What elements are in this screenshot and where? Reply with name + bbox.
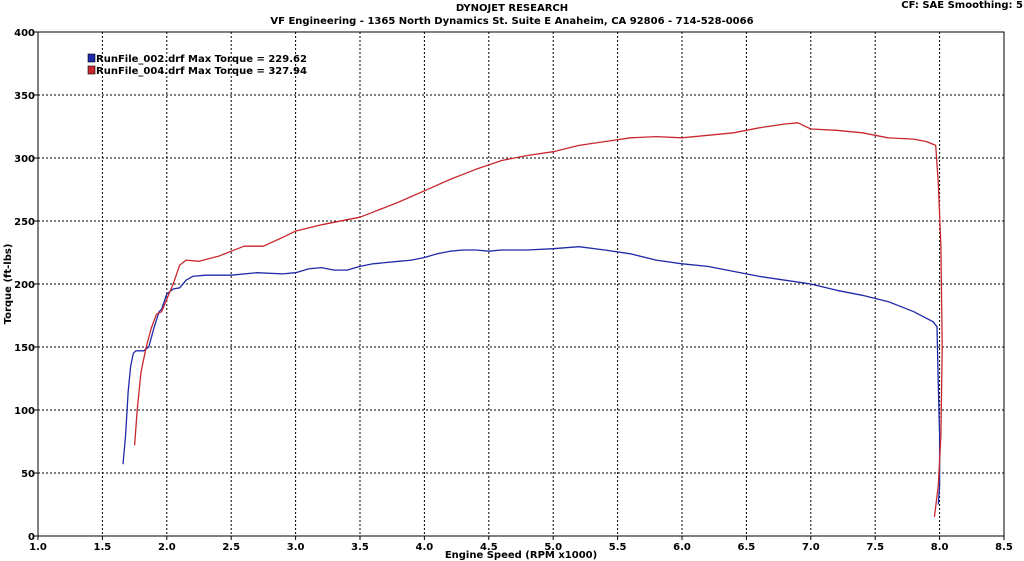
x-tick-label: 6.0 (673, 542, 691, 553)
x-tick-label: 1.0 (29, 542, 47, 553)
x-tick-label: 3.0 (287, 542, 305, 553)
y-tick-label: 250 (14, 217, 35, 228)
correction-factor-label: CF: SAE Smoothing: 5 (901, 0, 1023, 11)
y-tick-label: 150 (14, 343, 35, 354)
y-tick-label: 200 (14, 280, 35, 291)
x-tick-label: 1.5 (94, 542, 112, 553)
y-tick-label: 300 (14, 154, 35, 165)
legend: RunFile_002.drf Max Torque = 229.62RunFi… (87, 53, 307, 77)
x-tick-label: 5.0 (544, 542, 562, 553)
x-axis: 1.0 1.5 2.0 2.5 3.0 3.5 4.0 4.5 5.0 5.5 6.0 6.5 7.0 7… (29, 536, 1013, 553)
y-tick-label: 100 (14, 406, 35, 417)
grid (38, 32, 1004, 536)
legend-label-2: RunFile_004.drf Max Torque = 327.94 (96, 66, 307, 77)
x-tick-label: 2.0 (158, 542, 176, 553)
legend-swatch-2 (87, 65, 96, 75)
x-tick-label: 2.5 (222, 542, 240, 553)
y-axis: 0 50 100 150 200 250 300 350 400 (14, 28, 38, 543)
x-tick-label: 3.5 (351, 542, 369, 553)
y-tick-label: 50 (21, 469, 35, 480)
chart-title: DYNOJET RESEARCH (455, 3, 569, 14)
y-axis-title: Torque (ft-lbs) (3, 244, 14, 325)
x-tick-label: 7.0 (802, 542, 820, 553)
x-tick-label: 6.5 (738, 542, 756, 553)
y-tick-label: 350 (14, 91, 35, 102)
x-tick-label: 4.0 (416, 542, 434, 553)
x-tick-label: 8.5 (995, 542, 1013, 553)
y-tick-label: 0 (28, 532, 35, 543)
series-group (122, 122, 943, 518)
x-tick-label: 4.5 (480, 542, 498, 553)
series-line-2 (133, 122, 943, 518)
chart-subtitle: VF Engineering - 1365 North Dynamics St.… (270, 16, 754, 27)
legend-swatch-1 (87, 53, 96, 63)
y-tick-label: 400 (14, 28, 35, 39)
x-tick-label: 7.5 (866, 542, 884, 553)
x-axis-title: Engine Speed (RPM x1000) (445, 550, 597, 561)
x-tick-label: 8.0 (931, 542, 949, 553)
series-line-1 (122, 246, 941, 505)
legend-label-1: RunFile_002.drf Max Torque = 229.62 (96, 54, 307, 65)
x-tick-label: 5.5 (609, 542, 627, 553)
